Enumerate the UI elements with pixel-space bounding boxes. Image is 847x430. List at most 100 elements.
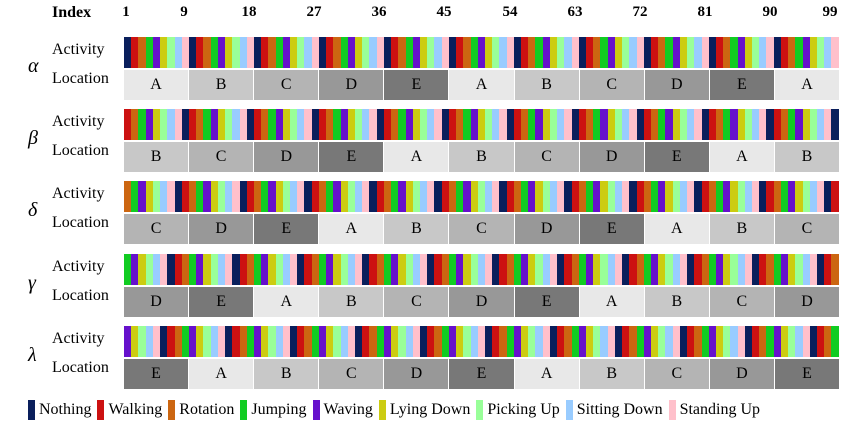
activity-segment (715, 109, 724, 140)
location-cell: E (124, 359, 190, 389)
legend-label: Lying Down (389, 401, 471, 418)
activity-segment (326, 254, 334, 285)
activity-segment (318, 37, 327, 68)
activity-segment (665, 254, 673, 285)
activity-segment (557, 109, 565, 140)
activity-segment (780, 37, 789, 68)
activity-segment (434, 254, 442, 285)
activity-segment (752, 181, 760, 212)
activity-segment (398, 326, 406, 357)
activity-segment (239, 37, 247, 68)
activity-segment (564, 326, 572, 357)
activity-segment (376, 326, 384, 357)
activity-segment (549, 326, 558, 357)
activity-segment (665, 326, 673, 357)
activity-segment (622, 326, 630, 357)
activity-segment (650, 254, 659, 285)
activity-segment (333, 326, 341, 357)
activity-segment (672, 181, 680, 212)
activity-segment (463, 37, 471, 68)
legend-item: Jumping (240, 400, 307, 420)
activity-segment (210, 326, 218, 357)
location-cell: D (384, 359, 450, 389)
activity-segment (340, 326, 348, 357)
activity-segment (470, 326, 478, 357)
activity-segment (780, 181, 789, 212)
activity-segment (261, 109, 269, 140)
activity-segment (513, 109, 522, 140)
activity-segment (138, 254, 146, 285)
activity-segment (752, 326, 760, 357)
activity-segment (275, 181, 283, 212)
activity-bar (124, 326, 839, 357)
activity-segment (571, 181, 579, 212)
activity-segment (687, 326, 695, 357)
activity-segment (571, 254, 579, 285)
activity-segment (290, 109, 298, 140)
activity-segment (138, 326, 146, 357)
activity-segment (614, 181, 623, 212)
activity-segment (318, 254, 327, 285)
activity-segment (333, 181, 341, 212)
location-cell: C (709, 287, 775, 317)
activity-segment (210, 181, 218, 212)
activity-segment (715, 37, 724, 68)
location-cell: B (384, 214, 450, 244)
activity-segment (802, 109, 810, 140)
activity-segment (239, 326, 247, 357)
activity-segment (759, 254, 767, 285)
legend-label: Waving (323, 401, 373, 418)
activity-segment (456, 37, 464, 68)
location-cell: D (774, 287, 840, 317)
activity-segment (715, 181, 724, 212)
location-cell: C (189, 142, 255, 172)
activity-segment (679, 181, 688, 212)
activity-segment (290, 326, 298, 357)
activity-segment (687, 181, 695, 212)
activity-segment (282, 326, 291, 357)
activity-segment (744, 37, 753, 68)
activity-segment (788, 37, 796, 68)
location-cell: B (189, 70, 255, 100)
activity-segment (239, 181, 247, 212)
activity-segment (124, 326, 132, 357)
activity-segment (362, 109, 370, 140)
activity-segment (535, 254, 543, 285)
activity-segment (253, 254, 262, 285)
activity-segment (578, 37, 586, 68)
activity-segment (708, 326, 716, 357)
activity-segment (723, 254, 731, 285)
activity-segment (773, 37, 781, 68)
activity-segment (535, 109, 543, 140)
activity-segment (398, 109, 406, 140)
activity-segment (542, 254, 550, 285)
activity-segment (268, 181, 276, 212)
activity-segment (470, 254, 478, 285)
activity-segment (723, 109, 731, 140)
activity-segment (499, 326, 507, 357)
activity-segment (261, 37, 269, 68)
activity-segment (730, 109, 738, 140)
legend-swatch (240, 400, 248, 420)
activity-segment (564, 37, 572, 68)
activity-segment (665, 181, 673, 212)
activity-segment (369, 181, 377, 212)
activity-bar (124, 37, 839, 68)
activity-segment (427, 37, 435, 68)
activity-segment (246, 37, 254, 68)
activity-segment (557, 181, 565, 212)
activity-segment (405, 109, 413, 140)
location-cell: E (644, 142, 710, 172)
activity-segment (398, 254, 406, 285)
activity-segment (564, 181, 572, 212)
activity-segment (730, 181, 738, 212)
legend-swatch (378, 400, 386, 420)
activity-segment (679, 109, 688, 140)
location-cell: B (644, 287, 710, 317)
activity-segment (131, 181, 139, 212)
activity-segment (225, 181, 233, 212)
location-cell: A (774, 70, 840, 100)
activity-segment (643, 326, 651, 357)
legend-item: Standing Up (668, 400, 760, 420)
